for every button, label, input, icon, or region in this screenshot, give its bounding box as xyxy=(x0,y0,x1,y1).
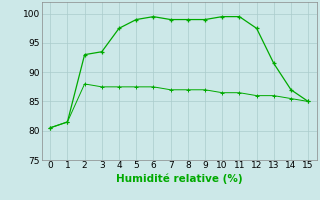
X-axis label: Humidité relative (%): Humidité relative (%) xyxy=(116,173,243,184)
